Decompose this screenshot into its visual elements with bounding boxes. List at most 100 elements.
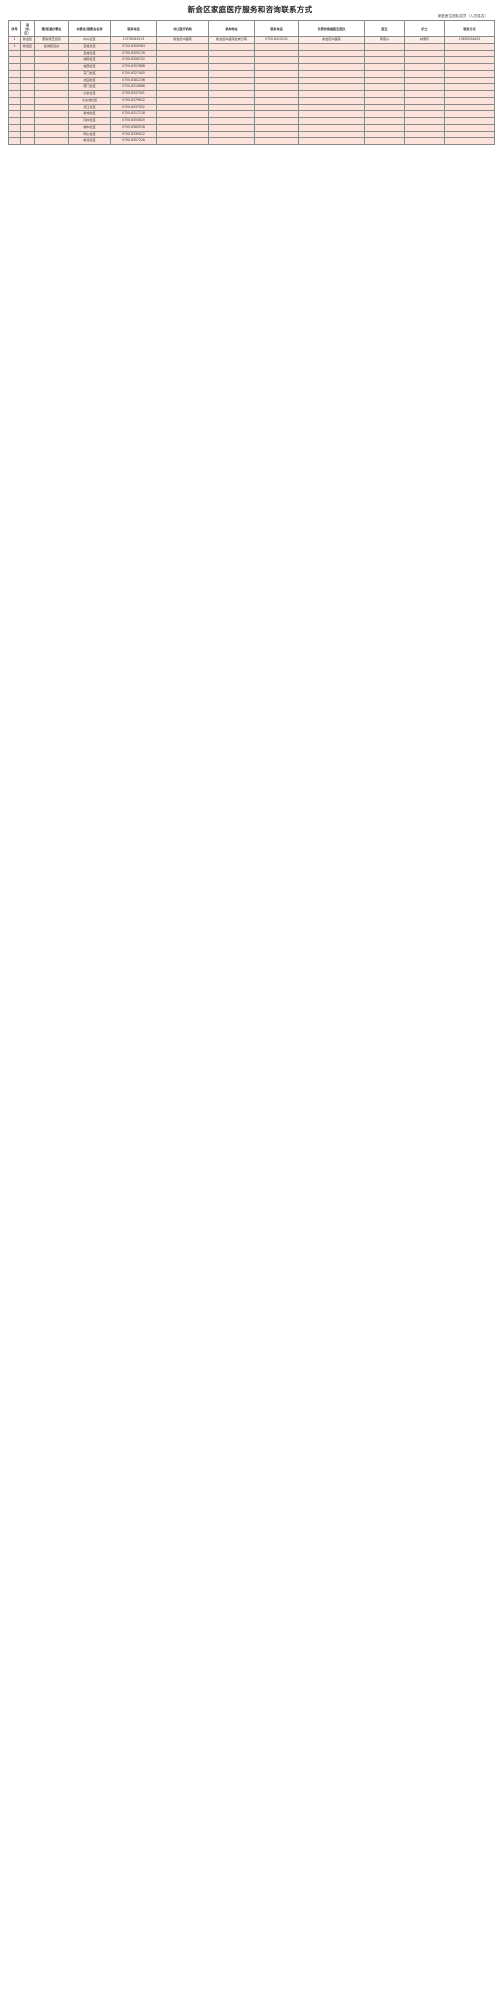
table-cell	[20, 83, 35, 91]
table-cell	[34, 56, 69, 64]
table-cell	[254, 56, 299, 64]
column-header: 村委会/居委会名称	[68, 20, 111, 37]
table-cell	[404, 69, 445, 78]
table-row: 象溪社区 0750-6357226	[8, 137, 495, 145]
table-cell	[444, 49, 495, 58]
table-cell	[8, 83, 21, 91]
column-header: 联系方式	[444, 20, 495, 37]
table-cell	[156, 123, 209, 132]
table-cell	[298, 76, 365, 85]
column-header: 联系电话	[110, 20, 157, 37]
table-cell	[254, 110, 299, 118]
table-cell	[364, 69, 405, 78]
table-cell	[156, 69, 209, 78]
table-cell	[254, 63, 299, 71]
table-row: 今古洲社区 0750-6379612	[8, 96, 495, 105]
table-cell	[444, 96, 495, 105]
table-cell	[254, 83, 299, 91]
table-cell	[8, 49, 21, 58]
table-cell	[20, 117, 35, 125]
table-cell: 北园社区	[68, 76, 111, 85]
table-cell	[298, 63, 365, 71]
table-cell: 0750-6310866	[110, 83, 157, 91]
table-cell	[444, 90, 495, 98]
table-cell: 0750-6360918	[110, 123, 157, 132]
header-row: 序号 县（市、区） 镇/街道办事处 村委会/居委会名称 联系电话 对口医疗机构 机构地址 联系…	[8, 20, 495, 37]
table-cell: 0750-6339012	[110, 130, 157, 139]
table-cell: 新城社区	[68, 110, 111, 118]
column-header: 序号	[8, 20, 21, 37]
table-cell	[298, 103, 365, 112]
table-cell	[156, 137, 209, 145]
table-cell: 城西社区	[68, 63, 111, 71]
table-cell	[34, 137, 69, 145]
table-cell: 新会区	[20, 42, 35, 51]
table-cell	[364, 137, 405, 145]
table-row: 东门社区 0750-6327405	[8, 69, 495, 78]
table-row: 新城社区 0750-6317118	[8, 110, 495, 118]
table-cell	[404, 103, 445, 112]
table-cell: 2	[8, 42, 21, 51]
table-cell	[8, 103, 21, 112]
table-cell	[298, 123, 365, 132]
table-cell	[34, 123, 69, 132]
table-cell	[444, 117, 495, 125]
table-cell	[364, 117, 405, 125]
table-row: 滨江社区 0750-6337052	[8, 103, 495, 112]
table-cell	[8, 137, 21, 145]
table-cell: 沙泉社区	[68, 90, 111, 98]
table-cell	[208, 83, 255, 91]
table-cell	[298, 117, 365, 125]
table-cell	[8, 56, 21, 64]
table-cell	[254, 90, 299, 98]
table-row: 圭峰社区 0750-6359176	[8, 49, 495, 58]
table-cell	[298, 69, 365, 78]
table-cell	[404, 110, 445, 118]
table-cell: 0750-6356722	[110, 56, 157, 64]
table-cell	[364, 49, 405, 58]
table-cell	[156, 76, 209, 85]
table-cell	[404, 63, 445, 71]
table-cell	[156, 83, 209, 91]
table-row: 冈州社区 0750-6350820	[8, 117, 495, 125]
table-cell	[444, 69, 495, 78]
table-cell	[34, 90, 69, 98]
table-cell: 0750-6357226	[110, 137, 157, 145]
table-cell: 0750-6379612	[110, 96, 157, 105]
table-cell: 0750-6357888	[110, 63, 157, 71]
table-cell	[156, 49, 209, 58]
column-header: 医生	[364, 20, 405, 37]
table-cell	[364, 83, 405, 91]
table-row: 北园社区 0750-6381236	[8, 76, 495, 85]
table-cell: 1	[8, 36, 21, 44]
table-cell	[8, 123, 21, 132]
table-cell	[254, 117, 299, 125]
table-cell	[298, 90, 365, 98]
table-cell	[208, 103, 255, 112]
table-cell	[444, 42, 495, 51]
table-cell	[298, 49, 365, 58]
table-cell	[8, 117, 21, 125]
table-row: 沙泉社区 0750-6337001	[8, 90, 495, 98]
table-cell: 中兴社区	[68, 36, 111, 44]
table-cell: 冈州社区	[68, 117, 111, 125]
table-cell	[404, 49, 445, 58]
table-cell	[20, 90, 35, 98]
table-cell	[20, 123, 35, 132]
table-cell: 林惠珍	[404, 36, 445, 44]
column-header: 县（市、区）	[20, 20, 35, 37]
table-cell	[34, 117, 69, 125]
table-cell	[364, 56, 405, 64]
table-cell	[298, 56, 365, 64]
table-cell	[364, 96, 405, 105]
table-cell	[254, 123, 299, 132]
table-cell	[364, 42, 405, 51]
table-body: 1 新会区 聚新鼎芝街道 中兴社区 13703061913 新会区中医院 新会区中医院会城分…	[8, 36, 495, 145]
table-cell	[298, 83, 365, 91]
table-cell	[298, 110, 365, 118]
table-cell	[208, 63, 255, 71]
table-cell	[364, 90, 405, 98]
table-cell	[8, 69, 21, 78]
table-cell	[298, 96, 365, 105]
